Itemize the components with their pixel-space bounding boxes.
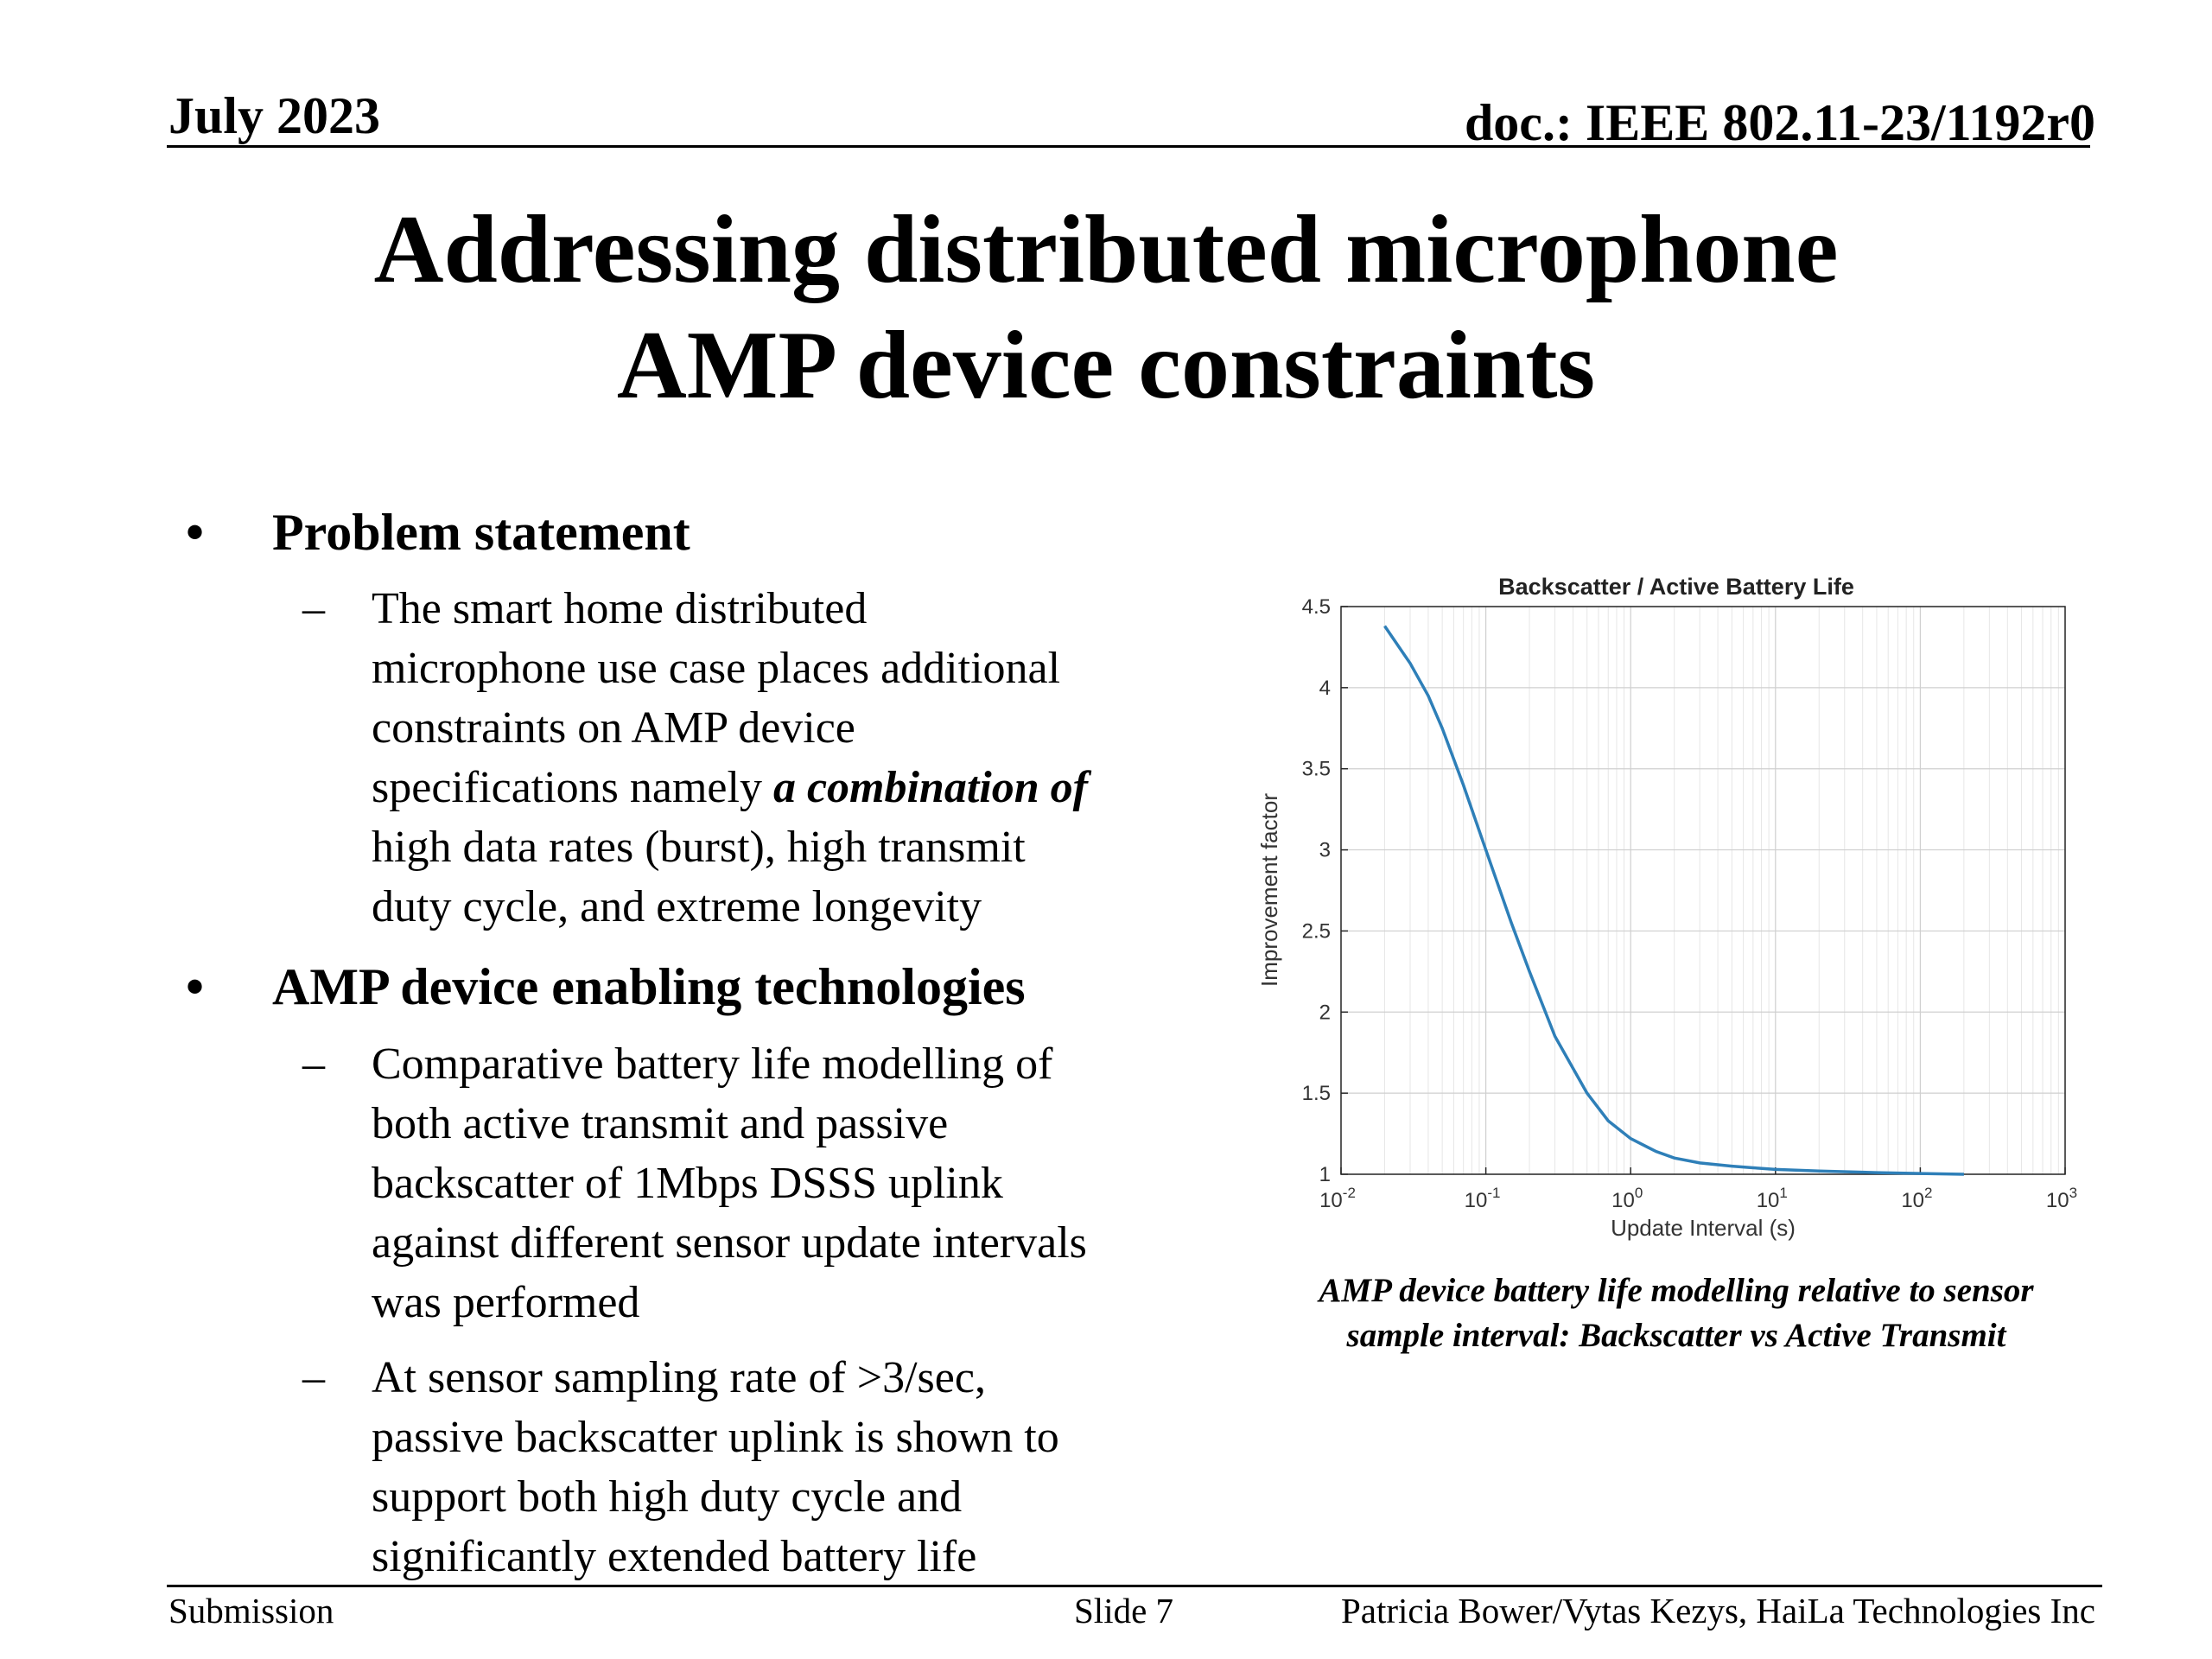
- text-line: At sensor sampling rate of >3/sec,: [372, 1353, 986, 1402]
- text-line: passive backscatter uplink is shown to: [372, 1413, 1059, 1462]
- caption-line-2: sample interval: Backscatter vs Active T…: [1346, 1317, 2006, 1354]
- caption-line-1: AMP device battery life modelling relati…: [1319, 1272, 2034, 1309]
- text-segment: specifications namely: [372, 763, 773, 812]
- y-tick-label: 4.5: [1302, 595, 1331, 619]
- bullet-text: Problem statement: [272, 504, 690, 561]
- series-line: [1383, 625, 1964, 1176]
- chart-caption: AMP device battery life modelling relati…: [1244, 1268, 2108, 1358]
- header-doc-id: doc.: IEEE 802.11-23/1192r0: [1464, 94, 2095, 151]
- y-tick-label: 2.5: [1302, 919, 1331, 943]
- slide-title-line-2: AMP device constraints: [616, 312, 1596, 419]
- footer-authors: Patricia Bower/Vytas Kezys, HaiLa Techno…: [1340, 1591, 2095, 1630]
- text-line: significantly extended battery life: [372, 1532, 977, 1581]
- text-line: The smart home distributed: [372, 584, 868, 633]
- text-line: microphone use case places additional: [372, 644, 1061, 693]
- plot-frame: [1340, 606, 2066, 1175]
- footer-submission: Submission: [168, 1591, 334, 1630]
- y-tick-label: 1.5: [1302, 1082, 1331, 1105]
- y-tick-label: 4: [1319, 677, 1331, 700]
- text-line: constraints on AMP device: [372, 703, 855, 753]
- x-tick-label: 103: [2046, 1185, 2077, 1212]
- text-line: duty cycle, and extreme longevity: [372, 882, 982, 931]
- battery-life-chart: Backscatter / Active Battery Life 10-2 10…: [1256, 574, 2077, 1241]
- bullet-dot: •: [186, 958, 205, 1015]
- text-line: support both high duty cycle and: [372, 1472, 963, 1522]
- header-date: July 2023: [168, 87, 381, 144]
- x-tick-label: 10-1: [1465, 1185, 1501, 1212]
- emphasis-text: a combination of: [772, 763, 1088, 812]
- text-line: was performed: [372, 1278, 640, 1327]
- header-rule: [167, 145, 2090, 148]
- y-tick-label: 3: [1319, 839, 1331, 862]
- bullet-text: AMP device enabling technologies: [272, 958, 1026, 1015]
- slide-title: Addressing distributed microphone AMP de…: [0, 192, 2212, 423]
- y-axis-label: Improvement factor: [1256, 793, 1282, 987]
- x-tick-label: 100: [1611, 1185, 1643, 1212]
- chart-title: Backscatter / Active Battery Life: [1498, 574, 1854, 600]
- sub-bullet-dash: –: [302, 584, 325, 633]
- bullet-dot: •: [186, 504, 205, 561]
- text-line: against different sensor update interval…: [372, 1218, 1087, 1268]
- x-tick-label: 101: [1757, 1185, 1788, 1212]
- x-tick-label: 102: [1901, 1185, 1932, 1212]
- footer-rule: [167, 1585, 2102, 1587]
- sub-bullet-dash: –: [302, 1039, 325, 1089]
- sub-bullet-dash: –: [302, 1353, 325, 1402]
- y-tick-label: 1: [1319, 1163, 1331, 1186]
- x-tick-label: 10-2: [1319, 1185, 1356, 1212]
- slide-title-line-1: Addressing distributed microphone: [373, 196, 1839, 303]
- y-tick-label: 2: [1319, 1001, 1331, 1024]
- text-line: high data rates (burst), high transmit: [372, 823, 1026, 872]
- chart-ticks: 10-2 10-1 100 101 102 103 1 1.5 2 2.5 3 3.5 4 4.5: [1302, 595, 2077, 1212]
- x-axis-label: Update Interval (s): [1611, 1215, 1796, 1241]
- text-line: backscatter of 1Mbps DSSS uplink: [372, 1159, 1003, 1208]
- chart-grid: [1340, 606, 2066, 1175]
- y-tick-label: 3.5: [1302, 758, 1331, 781]
- text-line: specifications namely a combination of: [372, 758, 1201, 817]
- text-line: Comparative battery life modelling of: [372, 1039, 1053, 1089]
- text-line: both active transmit and passive: [372, 1099, 949, 1148]
- footer-slide-number: Slide 7: [1074, 1591, 1174, 1630]
